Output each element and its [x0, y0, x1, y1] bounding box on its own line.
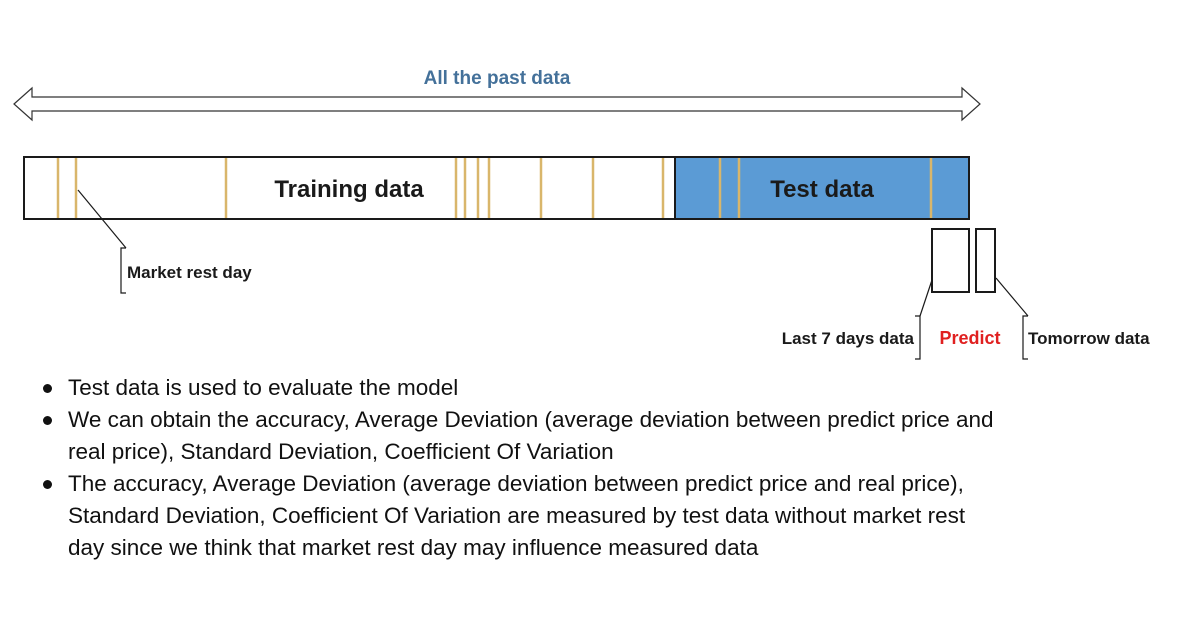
tomorrow-box — [975, 228, 996, 293]
tomorrow-label: Tomorrow data — [1028, 329, 1150, 348]
training-data-box — [23, 156, 676, 220]
test-data-box — [674, 156, 970, 220]
note-item: We can obtain the accuracy, Average Devi… — [40, 404, 1000, 468]
tomorrow-callout — [995, 277, 1029, 360]
note-item: The accuracy, Average Deviation (average… — [40, 468, 1000, 564]
last-7-days-box — [931, 228, 970, 293]
predict-label: Predict — [939, 328, 1000, 348]
test-data-label: Test data — [770, 176, 874, 203]
span-arrow — [13, 86, 981, 122]
span-label: All the past data — [424, 68, 571, 89]
note-item: Test data is used to evaluate the model — [40, 372, 1000, 404]
market-rest-day-lines — [56, 158, 933, 218]
data-split-diagram: All the past data Training data Test dat… — [13, 68, 1150, 360]
market-rest-callout — [77, 189, 127, 294]
last-7-days-callout — [915, 279, 933, 360]
training-data-label: Training data — [274, 176, 424, 203]
market-rest-label: Market rest day — [127, 263, 252, 282]
last-7-days-label: Last 7 days data — [782, 329, 915, 348]
notes-list: Test data is used to evaluate the model … — [40, 372, 1000, 564]
